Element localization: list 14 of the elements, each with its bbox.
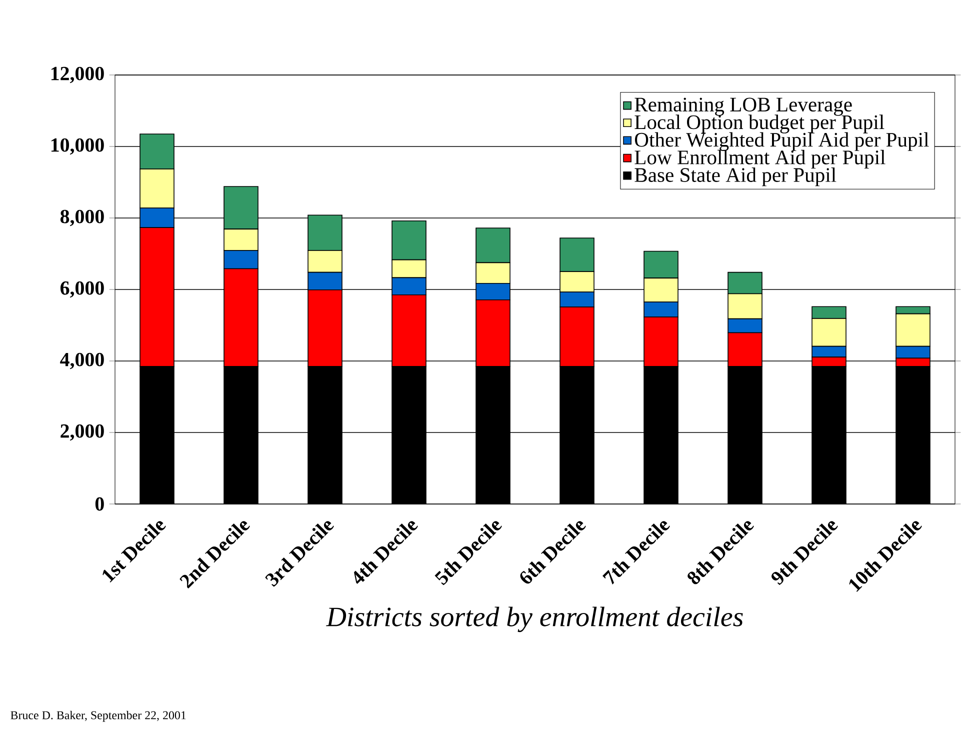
legend-label: Other Weighted Pupil Aid per Pupil <box>634 132 929 151</box>
legend-label: Low Enrollment Aid per Pupil <box>634 150 886 169</box>
y-tick-label: 2,000 <box>60 424 104 441</box>
x-axis-title: Districts sorted by enrollment deciles <box>326 606 743 632</box>
y-tick-label: 0 <box>95 497 104 511</box>
legend-label: Local Option budget per Pupil <box>634 114 884 134</box>
y-tick-label: 10,000 <box>51 138 104 155</box>
legend-label: Base State Aid per Pupil <box>634 167 836 186</box>
y-tick-label: 8,000 <box>60 210 104 226</box>
y-tick-label: 6,000 <box>60 281 104 298</box>
y-tick-label: 4,000 <box>60 352 104 370</box>
legend-label: Remaining LOB Leverage <box>634 98 852 116</box>
text: Bruce D. Baker, September 22, 2001 <box>10 710 186 722</box>
y-tick-label: 12,000 <box>51 66 104 84</box>
